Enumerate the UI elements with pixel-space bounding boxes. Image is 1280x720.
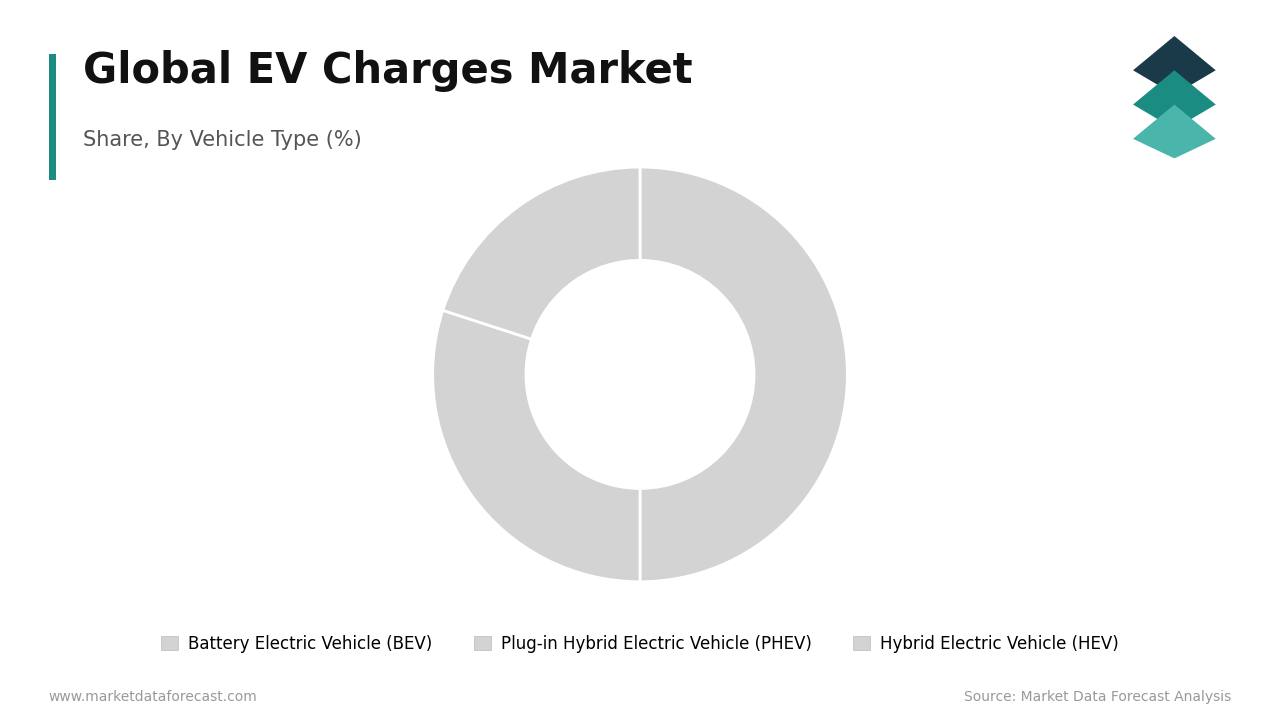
Legend: Battery Electric Vehicle (BEV), Plug-in Hybrid Electric Vehicle (PHEV), Hybrid E: Battery Electric Vehicle (BEV), Plug-in … <box>154 626 1126 661</box>
Wedge shape <box>433 310 640 582</box>
Text: Share, By Vehicle Type (%): Share, By Vehicle Type (%) <box>83 130 362 150</box>
Polygon shape <box>1133 104 1216 158</box>
Text: www.marketdataforecast.com: www.marketdataforecast.com <box>49 690 257 704</box>
Wedge shape <box>640 167 847 582</box>
Text: Global EV Charges Market: Global EV Charges Market <box>83 50 692 92</box>
Wedge shape <box>443 167 640 339</box>
Polygon shape <box>1133 36 1216 95</box>
Text: Source: Market Data Forecast Analysis: Source: Market Data Forecast Analysis <box>964 690 1231 704</box>
Polygon shape <box>1133 71 1216 129</box>
